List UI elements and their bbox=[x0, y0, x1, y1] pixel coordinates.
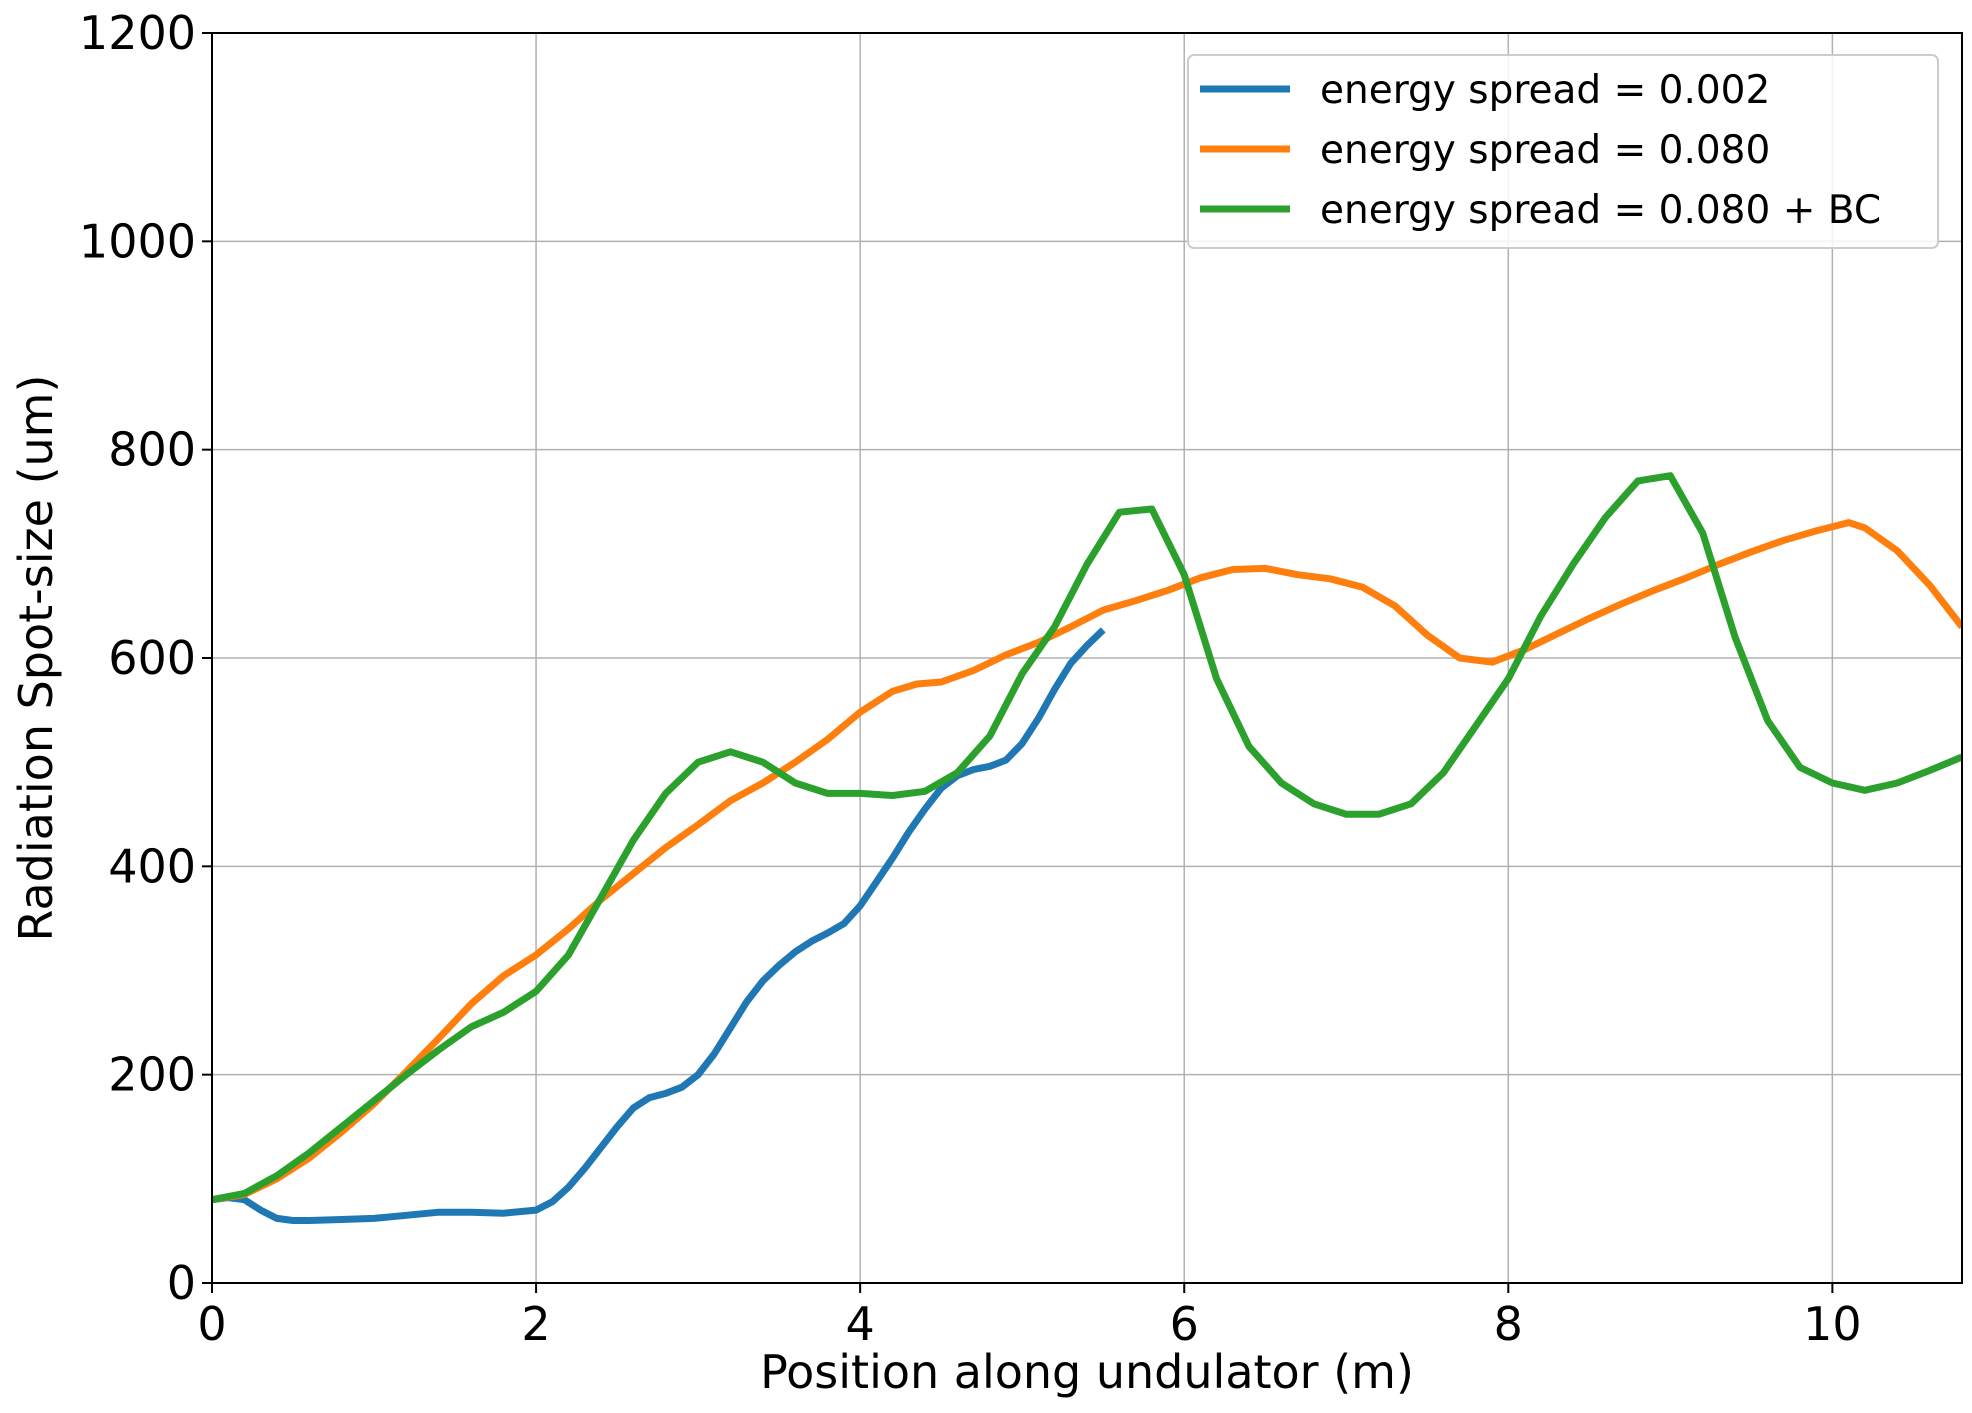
y-tick-label: 200 bbox=[108, 1048, 196, 1102]
x-tick-label: 6 bbox=[1170, 1297, 1199, 1351]
x-tick-label: 10 bbox=[1803, 1297, 1862, 1351]
series-line-1 bbox=[212, 627, 1106, 1224]
series-line-2 bbox=[212, 519, 1962, 1204]
legend-label-3: energy spread = 0.080 + BC bbox=[1320, 188, 1881, 233]
legend-label-2: energy spread = 0.080 bbox=[1320, 128, 1770, 173]
legend-box bbox=[1187, 54, 1939, 249]
axis-ticks: 0 2 4 6 8 10 0 200 400 600 800 1000 1200 bbox=[79, 6, 1862, 1351]
y-axis-label: Radiation Spot-size (um) bbox=[9, 375, 63, 942]
y-tick-label: 400 bbox=[108, 839, 196, 893]
series-line-3 bbox=[212, 472, 1962, 1204]
legend-label-1: energy spread = 0.002 bbox=[1320, 68, 1770, 113]
y-tick-label: 1200 bbox=[79, 6, 196, 60]
x-tick-label: 8 bbox=[1494, 1297, 1523, 1351]
x-tick-label: 0 bbox=[197, 1297, 226, 1351]
y-tick-label: 600 bbox=[108, 631, 196, 685]
y-tick-label: 1000 bbox=[79, 214, 196, 268]
y-tick-label: 800 bbox=[108, 423, 196, 477]
y-tick-label: 0 bbox=[167, 1256, 196, 1310]
series-lines bbox=[212, 472, 1962, 1224]
x-tick-label: 2 bbox=[521, 1297, 550, 1351]
x-axis-label: Position along undulator (m) bbox=[760, 1345, 1414, 1399]
legend: energy spread = 0.002 energy spread = 0.0… bbox=[1187, 54, 1939, 249]
x-tick-label: 4 bbox=[846, 1297, 875, 1351]
grid-lines bbox=[211, 32, 1962, 1284]
